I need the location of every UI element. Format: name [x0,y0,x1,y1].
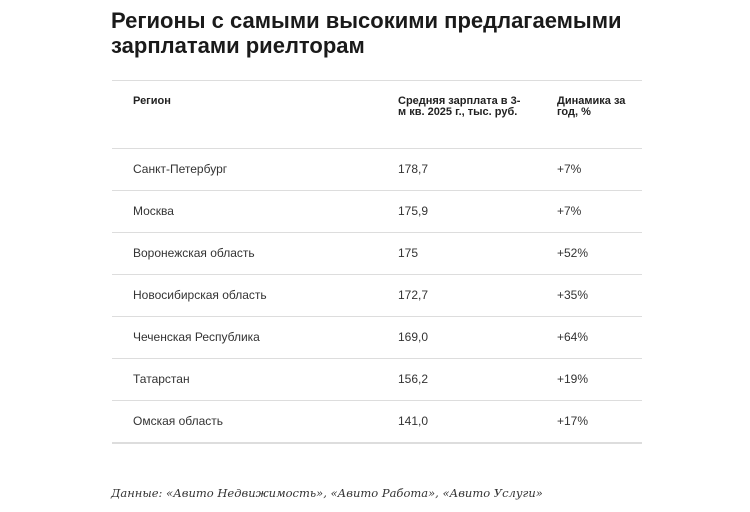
cell-region: Новосибирская область [133,288,267,302]
cell-region: Омская область [133,414,224,428]
cell-salary: 141,0 [398,414,429,428]
cell-salary: 156,2 [398,372,429,386]
source-note: Данные: «Авито Недвижимость», «Авито Раб… [111,486,543,500]
table-row: Новосибирская область 172,7 +35% [112,275,642,317]
table-row: Воронежская область 175 +52% [112,233,642,275]
table-header: Регион Средняя зарплата в 3-м кв. 2025 г… [112,81,642,149]
cell-salary: 175,9 [398,204,429,218]
cell-salary: 169,0 [398,330,429,344]
cell-dynamics: +7% [557,162,582,176]
table-row: Москва 175,9 +7% [112,191,642,233]
table-row: Татарстан 156,2 +19% [112,359,642,401]
header-region: Регион [133,95,171,107]
page-title: Регионы с самыми высокими предлагаемыми … [111,8,622,58]
cell-region: Москва [133,204,174,218]
cell-region: Татарстан [133,372,190,386]
cell-dynamics: +19% [557,372,589,386]
table-row: Чеченская Республика 169,0 +64% [112,317,642,359]
cell-region: Воронежская область [133,246,255,260]
cell-dynamics: +35% [557,288,589,302]
salary-table: Регион Средняя зарплата в 3-м кв. 2025 г… [112,80,642,444]
cell-salary: 175 [398,246,419,260]
cell-salary: 178,7 [398,162,429,176]
cell-dynamics: +17% [557,414,589,428]
cell-region: Чеченская Республика [133,330,260,344]
cell-dynamics: +64% [557,330,589,344]
cell-dynamics: +52% [557,246,589,260]
header-salary: Средняя зарплата в 3-м кв. 2025 г., тыс.… [398,95,521,118]
table-row: Омская область 141,0 +17% [112,401,642,444]
header-dynamics: Динамика за год, % [557,95,626,118]
cell-dynamics: +7% [557,204,582,218]
table-row: Санкт-Петербург 178,7 +7% [112,149,642,191]
cell-salary: 172,7 [398,288,429,302]
cell-region: Санкт-Петербург [133,162,228,176]
